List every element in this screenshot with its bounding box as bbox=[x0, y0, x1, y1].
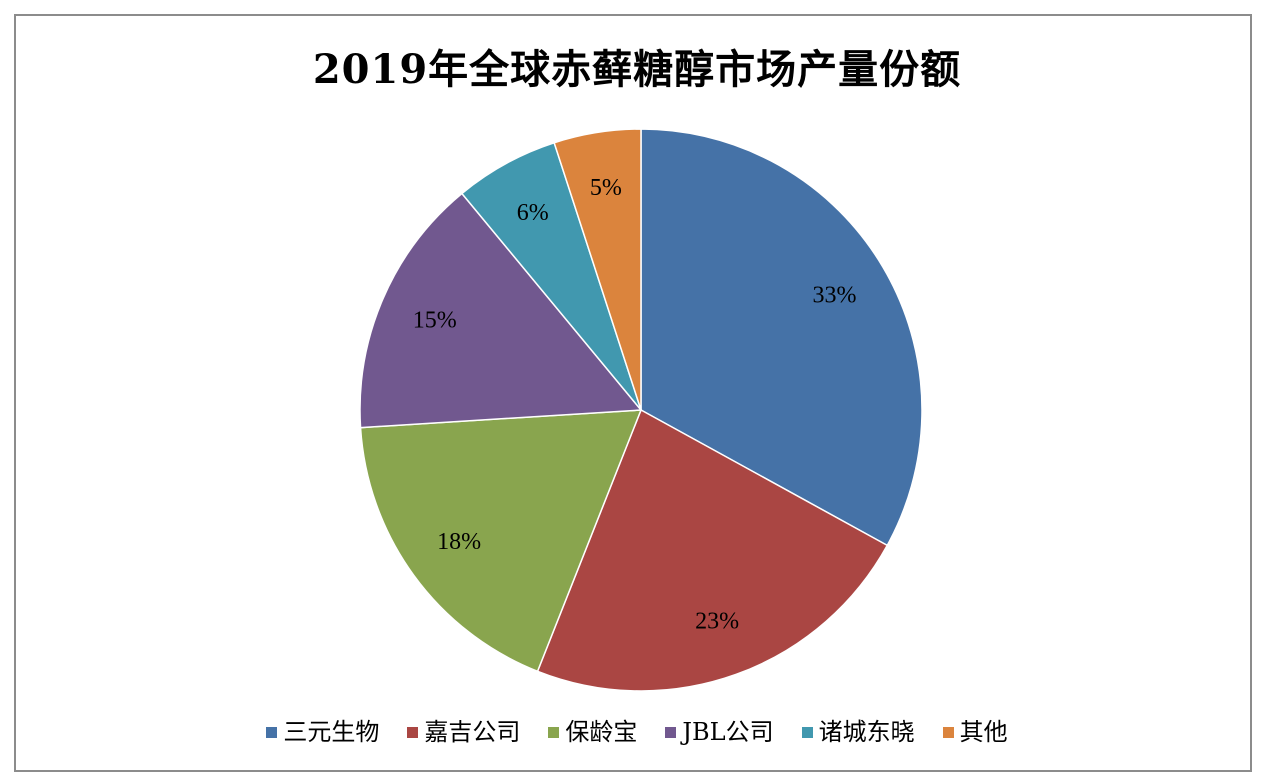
legend-item-cargill: 嘉吉公司 bbox=[407, 712, 520, 752]
pie-slice-other bbox=[553, 128, 642, 411]
legend-swatch-baolingbao bbox=[548, 726, 560, 738]
pie-slice-sanyuan bbox=[640, 128, 923, 547]
legend-item-sanyuan: 三元生物 bbox=[266, 712, 379, 752]
data-label-cargill: 23% bbox=[695, 609, 739, 635]
legend-item-zhucheng: 诸城东晓 bbox=[801, 712, 915, 752]
data-label-baolingbao: 18% bbox=[437, 529, 481, 555]
legend-swatch-other bbox=[942, 726, 954, 738]
legend-item-baolingbao: 保龄宝 bbox=[548, 712, 637, 752]
legend-label-zhucheng: 诸城东晓 bbox=[818, 718, 915, 746]
pie-slice-baolingbao bbox=[359, 409, 643, 673]
data-label-other: 5% bbox=[590, 175, 622, 201]
legend-swatch-jbl bbox=[665, 726, 677, 738]
legend-label-cargill: 嘉吉公司 bbox=[424, 718, 521, 746]
data-label-sanyuan: 33% bbox=[812, 283, 856, 309]
legend-swatch-cargill bbox=[407, 726, 419, 738]
legend: 三元生物 嘉吉公司 保龄宝 JBL公司 诸城东晓 其他 bbox=[0, 712, 1274, 752]
data-label-jbl: 15% bbox=[413, 308, 457, 334]
legend-item-other: 其他 bbox=[942, 712, 1008, 752]
data-label-zhucheng: 6% bbox=[517, 200, 549, 226]
legend-label-baolingbao: 保龄宝 bbox=[565, 718, 638, 746]
legend-swatch-sanyuan bbox=[266, 726, 278, 738]
pie-slice-jbl bbox=[359, 192, 643, 429]
pie-slice-cargill bbox=[536, 408, 889, 692]
legend-label-jbl: JBL公司 bbox=[682, 718, 774, 746]
legend-item-jbl: JBL公司 bbox=[665, 712, 774, 752]
chart-title: 2019年全球赤藓糖醇市场产量份额 bbox=[312, 46, 962, 93]
legend-label-sanyuan: 三元生物 bbox=[283, 718, 380, 746]
legend-swatch-zhucheng bbox=[801, 726, 813, 738]
legend-label-other: 其他 bbox=[959, 718, 1008, 746]
